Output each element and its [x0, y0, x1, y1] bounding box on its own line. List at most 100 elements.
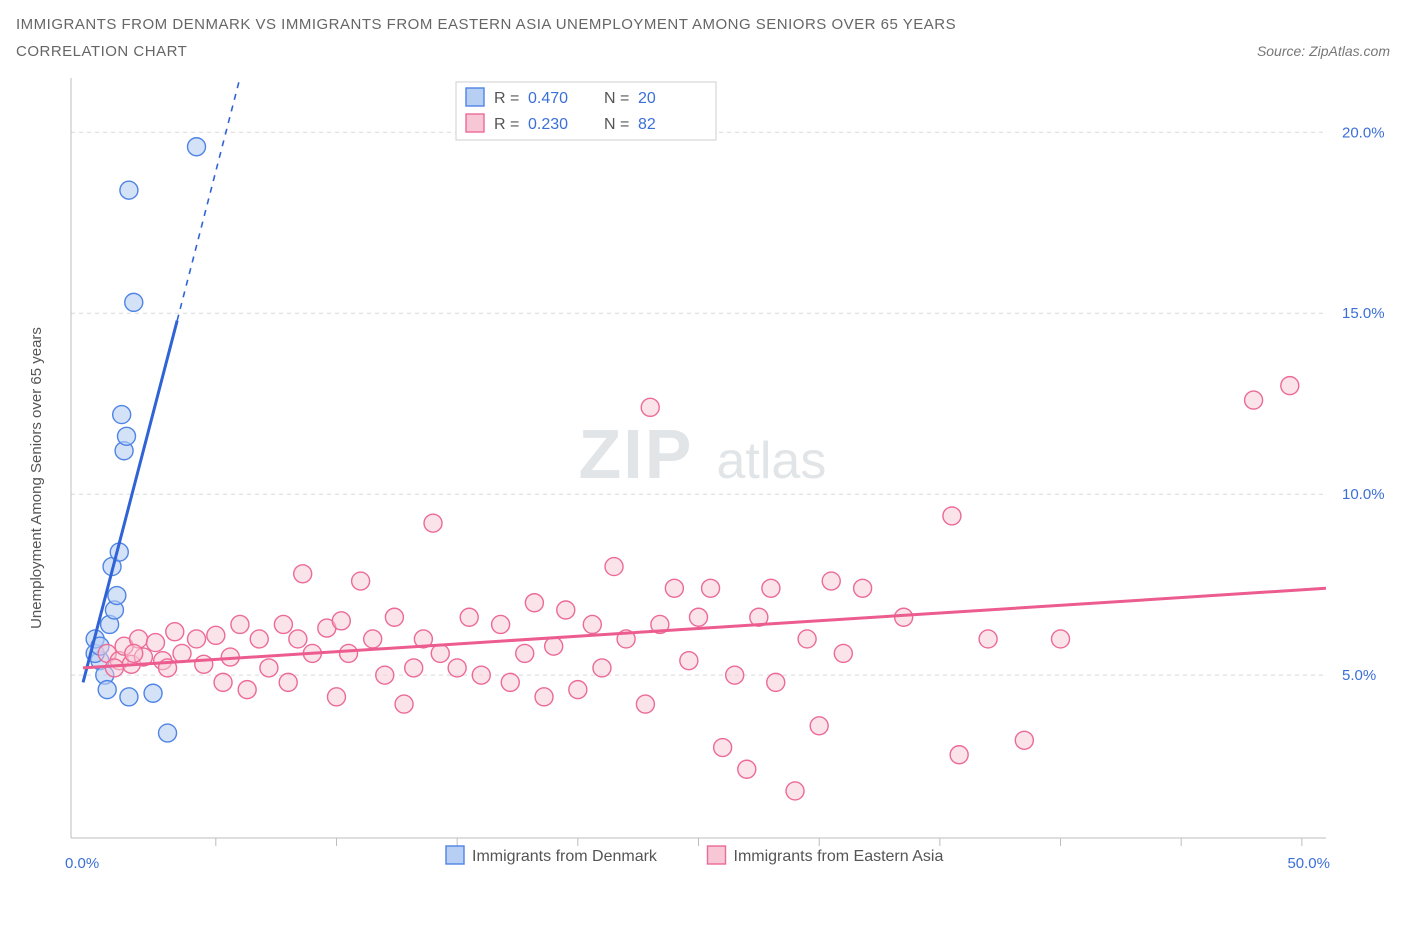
- data-point: [327, 688, 345, 706]
- data-point: [690, 608, 708, 626]
- data-point: [525, 594, 543, 612]
- data-point: [516, 644, 534, 662]
- y-tick-label: 20.0%: [1342, 124, 1385, 141]
- data-point: [798, 630, 816, 648]
- data-point: [448, 659, 466, 677]
- legend-swatch: [466, 114, 484, 132]
- watermark: ZIP: [579, 415, 694, 493]
- data-point: [767, 673, 785, 691]
- legend-n-value: 82: [638, 116, 656, 133]
- data-point: [557, 601, 575, 619]
- data-point: [279, 673, 297, 691]
- data-point: [118, 427, 136, 445]
- data-point: [113, 406, 131, 424]
- data-point: [214, 673, 232, 691]
- data-point: [492, 615, 510, 633]
- data-point: [641, 398, 659, 416]
- data-point: [472, 666, 490, 684]
- data-point: [950, 746, 968, 764]
- data-point: [1052, 630, 1070, 648]
- legend-n-label: N =: [604, 90, 629, 107]
- data-point: [714, 739, 732, 757]
- data-point: [405, 659, 423, 677]
- data-point: [159, 724, 177, 742]
- data-point: [1015, 731, 1033, 749]
- y-axis-title: Unemployment Among Seniors over 65 years: [28, 327, 45, 629]
- data-point: [545, 637, 563, 655]
- legend-swatch: [708, 846, 726, 864]
- data-point: [260, 659, 278, 677]
- legend-r-label: R =: [494, 116, 519, 133]
- data-point: [125, 293, 143, 311]
- data-point: [738, 760, 756, 778]
- data-point: [460, 608, 478, 626]
- data-point: [250, 630, 268, 648]
- data-point: [636, 695, 654, 713]
- trend-line: [83, 320, 177, 682]
- data-point: [979, 630, 997, 648]
- legend-label: Immigrants from Eastern Asia: [734, 848, 944, 865]
- data-point: [188, 138, 206, 156]
- y-tick-label: 5.0%: [1342, 667, 1376, 684]
- data-point: [238, 681, 256, 699]
- data-point: [364, 630, 382, 648]
- data-point: [583, 615, 601, 633]
- x-tick-label: 50.0%: [1287, 855, 1330, 872]
- data-point: [786, 782, 804, 800]
- data-point: [395, 695, 413, 713]
- data-point: [108, 587, 126, 605]
- data-point: [98, 681, 116, 699]
- data-point: [125, 644, 143, 662]
- data-point: [943, 507, 961, 525]
- source-label: Source: ZipAtlas.com: [1257, 43, 1390, 59]
- data-point: [680, 652, 698, 670]
- data-point: [385, 608, 403, 626]
- data-point: [120, 688, 138, 706]
- data-point: [424, 514, 442, 532]
- data-point: [144, 684, 162, 702]
- data-point: [294, 565, 312, 583]
- data-point: [120, 181, 138, 199]
- data-point: [207, 626, 225, 644]
- legend-swatch: [446, 846, 464, 864]
- x-tick-label: 0.0%: [65, 855, 99, 872]
- watermark: atlas: [717, 432, 827, 490]
- data-point: [166, 623, 184, 641]
- data-point: [665, 579, 683, 597]
- trend-line: [83, 588, 1326, 668]
- correlation-chart: 5.0%10.0%15.0%20.0%ZIPatlas0.0%50.0%Unem…: [16, 68, 1390, 908]
- data-point: [195, 655, 213, 673]
- data-point: [352, 572, 370, 590]
- chart-title-line2: CORRELATION CHART: [16, 43, 187, 60]
- data-point: [188, 630, 206, 648]
- data-point: [332, 612, 350, 630]
- data-point: [231, 615, 249, 633]
- data-point: [146, 634, 164, 652]
- data-point: [105, 659, 123, 677]
- legend-label: Immigrants from Denmark: [472, 848, 658, 865]
- data-point: [726, 666, 744, 684]
- legend-r-value: 0.230: [528, 116, 568, 133]
- data-point: [289, 630, 307, 648]
- trend-line-dashed: [177, 78, 240, 320]
- legend-n-label: N =: [604, 116, 629, 133]
- data-point: [605, 558, 623, 576]
- y-tick-label: 15.0%: [1342, 305, 1385, 322]
- data-point: [535, 688, 553, 706]
- legend-r-label: R =: [494, 90, 519, 107]
- data-point: [501, 673, 519, 691]
- data-point: [822, 572, 840, 590]
- legend-n-value: 20: [638, 90, 656, 107]
- legend-r-value: 0.470: [528, 90, 568, 107]
- data-point: [702, 579, 720, 597]
- data-point: [431, 644, 449, 662]
- data-point: [854, 579, 872, 597]
- chart-title-line1: IMMIGRANTS FROM DENMARK VS IMMIGRANTS FR…: [16, 16, 1390, 33]
- data-point: [1245, 391, 1263, 409]
- data-point: [593, 659, 611, 677]
- data-point: [834, 644, 852, 662]
- data-point: [376, 666, 394, 684]
- legend-swatch: [466, 88, 484, 106]
- data-point: [569, 681, 587, 699]
- data-point: [340, 644, 358, 662]
